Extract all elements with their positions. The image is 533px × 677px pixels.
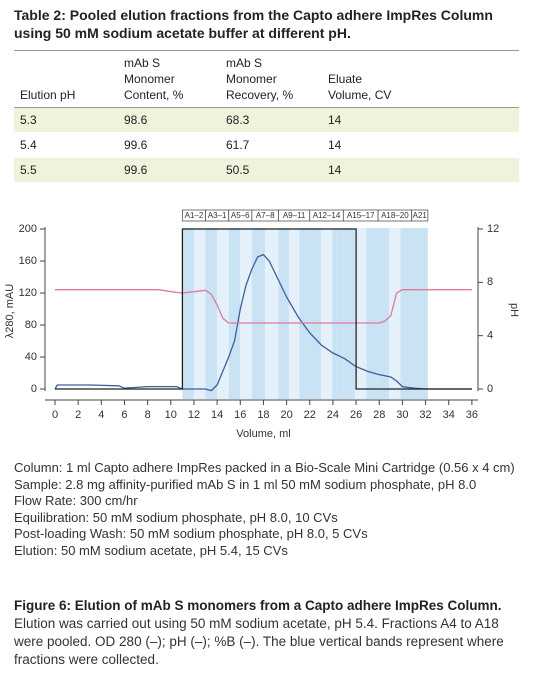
y2-tick-label: 4 [487, 330, 493, 342]
fraction-band [343, 228, 355, 399]
y2-tick-label: 8 [487, 276, 493, 288]
table-cell: 5.4 [14, 132, 118, 158]
method-line: Post-loading Wash: 50 mM sodium phosphat… [14, 526, 368, 541]
fraction-band [411, 228, 428, 399]
x-tick-label: 22 [304, 409, 316, 421]
x-axis-label: Volume, ml [236, 428, 290, 440]
y-tick-label: 80 [25, 319, 37, 331]
fraction-label: A5–6 [231, 211, 250, 220]
x-tick-label: 16 [234, 409, 246, 421]
fraction-band [332, 228, 344, 399]
fraction-band [366, 228, 379, 399]
fraction-band [400, 228, 412, 399]
table-cell: 14 [322, 132, 404, 158]
table-cell: 14 [322, 107, 404, 133]
fraction-label: A9–11 [283, 211, 306, 220]
x-tick-label: 28 [373, 409, 385, 421]
fraction-band [182, 228, 194, 399]
y-axis-label: λ280, mAU [4, 284, 16, 338]
fraction-band [217, 228, 229, 399]
fraction-band [205, 228, 218, 399]
fraction-band [320, 228, 333, 399]
fraction-band [251, 228, 266, 399]
x-tick-label: 12 [188, 409, 200, 421]
x-tick-label: 24 [327, 409, 339, 421]
fraction-label: A7–8 [256, 211, 275, 220]
fraction-band [278, 228, 289, 399]
caption-text: Elution was carried out using 50 mM sodi… [14, 616, 504, 667]
table-cell: 14 [322, 157, 404, 183]
table-cell: 99.6 [118, 132, 220, 158]
y-tick-label: 40 [25, 351, 37, 363]
table-cell: 98.6 [118, 107, 220, 133]
fraction-band [354, 228, 367, 399]
fraction-label: A21 [413, 211, 428, 220]
table-cell: 5.3 [14, 107, 118, 133]
method-line: Equilibration: 50 mM sodium phosphate, p… [14, 509, 338, 525]
table-row: 5.4 99.6 61.7 14 [14, 132, 519, 158]
figure-caption: Figure 6: Elution of mAb S monomers from… [14, 597, 524, 669]
fraction-band [228, 228, 241, 399]
x-tick-label: 36 [466, 409, 478, 421]
chart: A1–2 A3–1 A5–6 A7–8 A9–11 A12–14 A15–17 A18–20 A… [4, 209, 520, 440]
fraction-label: A15–17 [347, 211, 375, 220]
table-row: 5.3 98.6 68.3 14 [14, 107, 519, 133]
table-row: 5.5 99.6 50.5 14 [14, 157, 519, 183]
fraction-band [309, 228, 321, 399]
method-line: Column: 1 ml Capto adhere ImpRes packed … [14, 460, 515, 475]
table-cell: 50.5 [220, 157, 322, 183]
fraction-band [288, 228, 300, 399]
method-line: Flow Rate: 300 cm/hr [14, 493, 138, 508]
y2-tick-label: 0 [487, 383, 493, 395]
column-header: Elution pH [14, 50, 118, 108]
y-tick-label: 120 [19, 287, 37, 299]
fraction-band [299, 228, 310, 399]
x-tick-label: 34 [443, 409, 455, 421]
fraction-label: A3–1 [208, 211, 227, 220]
y-tick-label: 160 [19, 255, 37, 267]
x-tick-label: 2 [75, 409, 81, 421]
column-header: Eluate Volume, CV [322, 50, 404, 108]
column-header: mAb S Monomer Content, % [118, 50, 220, 108]
x-tick-label: 26 [350, 409, 362, 421]
series-line [54, 253, 472, 392]
y-tick-label: 200 [19, 223, 37, 235]
fraction-label: A1–2 [185, 211, 204, 220]
x-tick-label: 6 [121, 409, 127, 421]
fraction-band [378, 228, 390, 399]
fraction-band [389, 228, 401, 399]
fraction-band [193, 228, 206, 399]
fraction-label: A18–20 [381, 211, 409, 220]
x-tick-label: 30 [396, 409, 408, 421]
fraction-label: A12–14 [313, 211, 341, 220]
x-tick-label: 20 [280, 409, 292, 421]
x-tick-label: 10 [165, 409, 177, 421]
table-title: Table 2: Pooled elution fractions from t… [14, 7, 493, 41]
fraction-box [411, 209, 429, 222]
x-tick-label: 18 [257, 409, 269, 421]
table: Elution pH mAb S Monomer Content, % mAb … [14, 50, 519, 183]
table-cell: 68.3 [220, 107, 322, 133]
x-tick-label: 32 [419, 409, 431, 421]
caption-title: Figure 6: Elution of mAb S monomers from… [14, 598, 502, 613]
y2-tick-label: 12 [487, 223, 499, 235]
x-tick-label: 14 [211, 409, 223, 421]
series-line [55, 228, 472, 390]
method-text: Column: 1 ml Capto adhere ImpRes packed … [14, 460, 524, 559]
table-cell: 5.5 [14, 157, 118, 183]
table-cell: 61.7 [220, 132, 322, 158]
method-line: Sample: 2.8 mg affinity-purified mAb S i… [14, 476, 477, 492]
series-line [55, 289, 472, 324]
method-line: Elution: 50 mM sodium acetate, pH 5.4, 1… [14, 542, 288, 558]
y2-axis-label: pH [508, 303, 520, 317]
table-cell: 99.6 [118, 157, 220, 183]
y-tick-label: 0 [31, 383, 37, 395]
fraction-band [240, 228, 252, 399]
x-tick-label: 8 [145, 409, 151, 421]
column-header: mAb S Monomer Recovery, % [220, 50, 322, 108]
x-tick-label: 0 [52, 409, 58, 421]
x-tick-label: 4 [98, 409, 104, 421]
fraction-band [265, 228, 279, 399]
